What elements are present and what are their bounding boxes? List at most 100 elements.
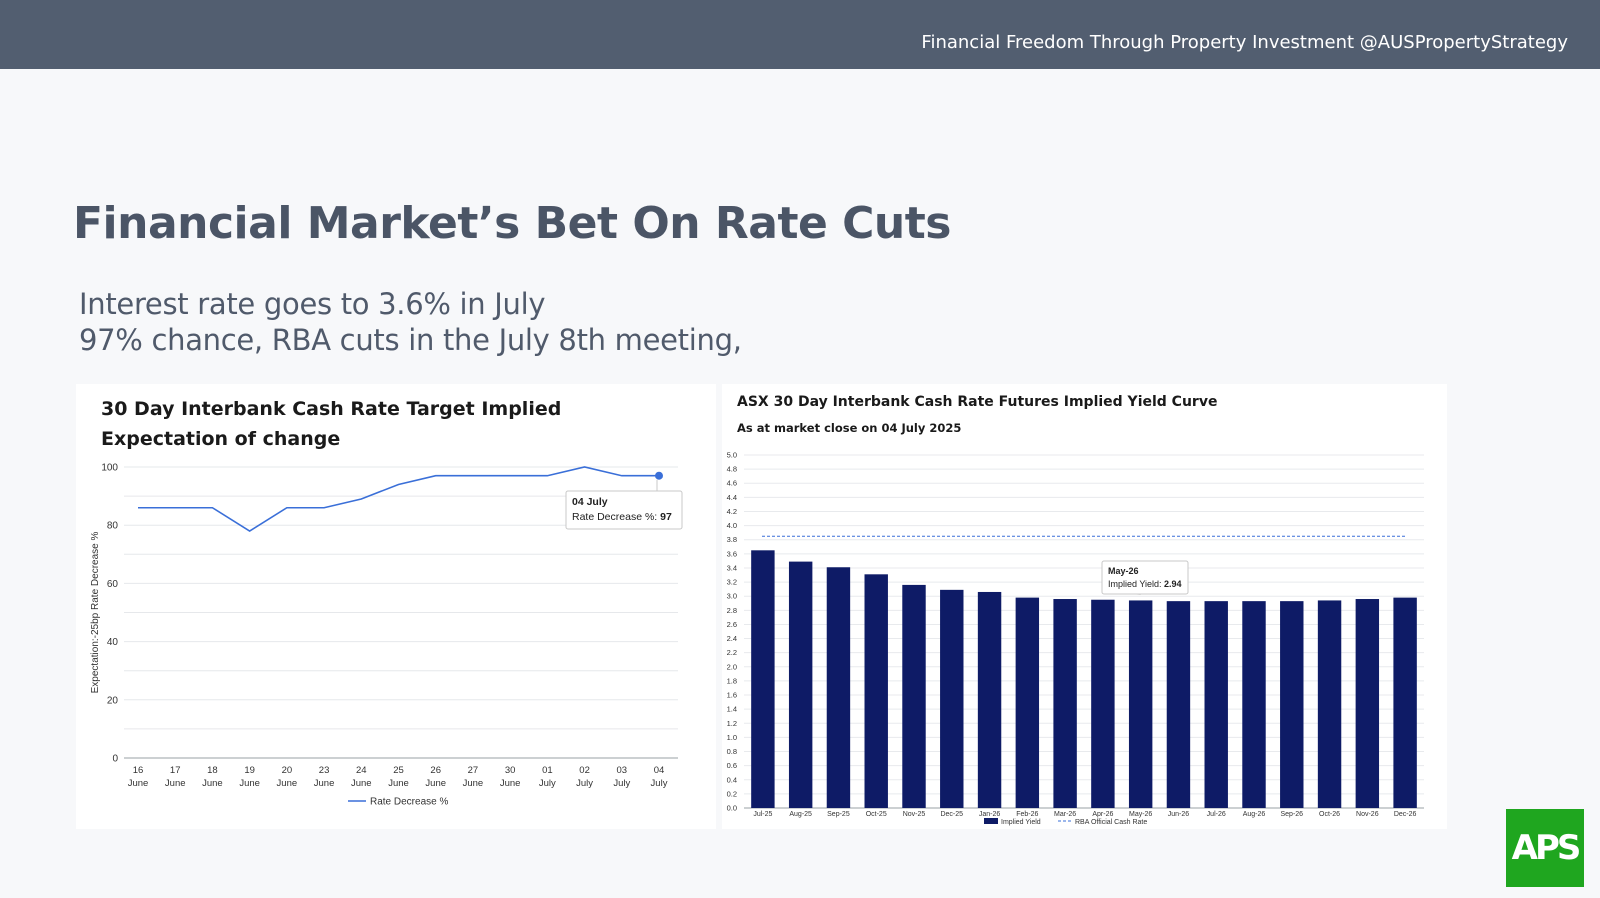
line-chart-title: 30 Day Interbank Cash Rate Target Implie… [101, 398, 562, 450]
x-tick-label: 02 [579, 765, 590, 776]
x-tick-label: June [239, 778, 260, 789]
x-tick-label: June [463, 778, 484, 789]
x-tick-label: 03 [616, 765, 627, 776]
bar [1355, 599, 1380, 808]
y-tick-label: 5.0 [727, 451, 737, 460]
x-tick-label: 04 [654, 765, 665, 776]
x-tick-label: July [651, 778, 668, 789]
bar [788, 561, 813, 808]
tooltip-value: 2.94 [1164, 579, 1182, 589]
y-tick-label: 4.0 [727, 521, 737, 530]
bar-chart-title: ASX 30 Day Interbank Cash Rate Futures I… [737, 394, 1218, 410]
aps-logo: APS [1506, 809, 1584, 887]
x-tick-label: Dec-26 [1394, 811, 1417, 818]
x-tick-label: 24 [356, 765, 367, 776]
x-tick-label: June [165, 778, 186, 789]
legend-swatch-implied-yield [984, 818, 998, 824]
x-tick-label: Apr-26 [1092, 811, 1113, 818]
x-tick-label: Aug-25 [789, 811, 812, 818]
y-tick-label: 20 [107, 695, 119, 706]
y-tick-label: 0.2 [727, 789, 737, 798]
bar [940, 589, 964, 808]
x-tick-label: June [202, 778, 223, 789]
x-tick-label: 19 [244, 765, 255, 776]
x-tick-label: Sep-26 [1280, 811, 1303, 818]
bar [1128, 600, 1153, 808]
x-tick-label: June [425, 778, 446, 789]
y-tick-label: 2.8 [727, 606, 737, 615]
x-tick-label: Nov-26 [1356, 811, 1379, 818]
x-tick-label: June [128, 778, 149, 789]
legend-label-implied-yield: Implied Yield [1001, 819, 1041, 826]
y-tick-label: 0 [112, 754, 118, 765]
logo-text: APS [1511, 828, 1582, 868]
bar [1166, 601, 1191, 808]
x-tick-label: Oct-25 [866, 811, 887, 818]
x-tick-label: Oct-26 [1319, 811, 1340, 818]
x-tick-label: Jun-26 [1168, 811, 1190, 818]
x-tick-label: Mar-26 [1054, 811, 1076, 818]
y-tick-label: 3.0 [727, 592, 737, 601]
y-tick-label: 2.0 [727, 662, 737, 671]
x-tick-label: 18 [207, 765, 218, 776]
x-tick-label: 20 [282, 765, 293, 776]
header-tagline: Financial Freedom Through Property Inves… [921, 32, 1568, 53]
header-bar: Financial Freedom Through Property Inves… [0, 0, 1600, 69]
y-tick-label: 3.8 [727, 535, 737, 544]
bar [1393, 597, 1417, 808]
x-tick-label: 26 [430, 765, 441, 776]
bar [902, 584, 926, 808]
x-tick-label: July [613, 778, 630, 789]
x-tick-label: Jan-26 [979, 811, 1001, 818]
x-tick-label: Dec-25 [940, 811, 963, 818]
y-tick-label: 4.2 [727, 507, 737, 516]
y-tick-label: 1.0 [727, 733, 737, 742]
bar [1280, 601, 1304, 808]
y-tick-label: 0.6 [727, 761, 737, 770]
x-tick-label: 01 [542, 765, 553, 776]
y-tick-label: 3.2 [727, 578, 737, 587]
y-tick-label: 40 [107, 637, 119, 648]
bar-chart-card: ASX 30 Day Interbank Cash Rate Futures I… [722, 384, 1447, 829]
tooltip-box [1101, 560, 1189, 595]
x-tick-label: 27 [468, 765, 479, 776]
x-tick-label: Aug-26 [1243, 811, 1266, 818]
y-tick-label: 1.2 [727, 719, 737, 728]
legend-label-rate-decrease: Rate Decrease % [370, 797, 448, 808]
subtitle-line-2: 97% chance, RBA cuts in the July 8th mee… [79, 323, 742, 357]
tooltip-label: Rate Decrease %: 97 [572, 511, 672, 523]
x-tick-label: Jul-25 [753, 811, 772, 818]
y-tick-label: 4.4 [727, 493, 737, 502]
bar [1317, 600, 1342, 808]
y-tick-label: 2.4 [727, 634, 737, 643]
y-tick-label: 2.2 [727, 648, 737, 657]
x-tick-label: Jul-26 [1207, 811, 1226, 818]
highlight-point [655, 471, 663, 480]
x-tick-label: Feb-26 [1016, 811, 1038, 818]
subtitle-line-1: Interest rate goes to 3.6% in July [79, 287, 546, 321]
y-tick-label: 4.6 [727, 479, 737, 488]
bar [1242, 601, 1266, 808]
series-line-rate-decrease [138, 466, 659, 532]
x-tick-label: 30 [505, 765, 516, 776]
x-tick-label: June [388, 778, 409, 789]
x-tick-label: Sep-25 [827, 811, 850, 818]
x-tick-label: 25 [393, 765, 404, 776]
tooltip-box [565, 490, 683, 530]
x-tick-label: 16 [133, 765, 144, 776]
x-tick-label: May-26 [1129, 811, 1152, 818]
tooltip-title: May-26 [1108, 566, 1139, 576]
x-tick-label: Nov-25 [903, 811, 926, 818]
bar [1204, 601, 1228, 808]
page-title: Financial Market’s Bet On Rate Cuts [73, 198, 951, 249]
bar [751, 550, 775, 808]
x-tick-label: 23 [319, 765, 330, 776]
legend-label-rba-cash-rate: RBA Official Cash Rate [1075, 819, 1147, 826]
y-tick-label: 0.8 [727, 747, 737, 756]
y-tick-label: 3.6 [727, 549, 737, 558]
bar-chart-subtitle: As at market close on 04 July 2025 [737, 421, 962, 435]
tooltip-pointer [656, 479, 667, 492]
x-tick-label: June [500, 778, 521, 789]
y-tick-label: 3.4 [727, 563, 737, 572]
